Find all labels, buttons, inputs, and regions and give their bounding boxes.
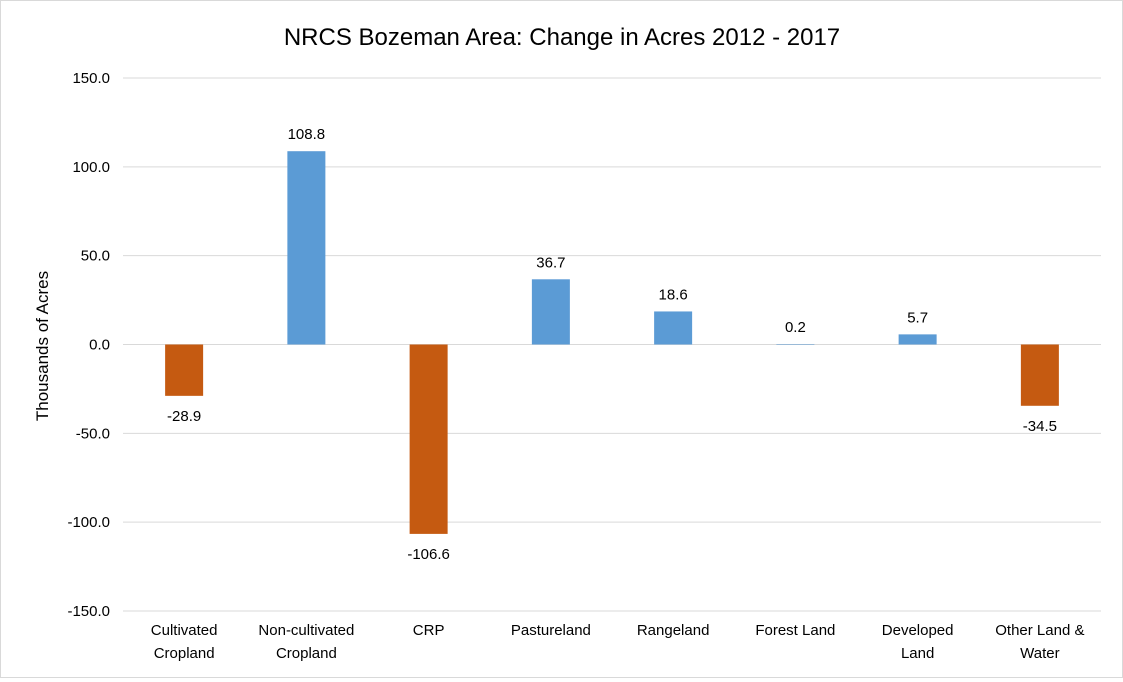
y-tick-label: 150.0 — [72, 70, 110, 87]
x-category-label: Forest Land — [755, 622, 835, 639]
x-category-label: Pastureland — [511, 622, 591, 639]
data-label: -28.9 — [167, 408, 201, 425]
y-tick-label: -150.0 — [67, 603, 110, 620]
data-label: 18.6 — [659, 286, 688, 303]
y-tick-label: 0.0 — [89, 337, 110, 354]
bar — [654, 311, 693, 345]
y-tick-label: 50.0 — [81, 248, 110, 265]
y-tick-label: -50.0 — [76, 425, 110, 442]
gridlines — [123, 77, 1101, 612]
x-category-label: Cropland — [276, 645, 337, 662]
bar — [776, 344, 815, 345]
x-category-label: Developed — [882, 622, 954, 639]
data-label: -106.6 — [407, 546, 450, 563]
chart-title: NRCS Bozeman Area: Change in Acres 2012 … — [284, 24, 840, 51]
bar — [1020, 344, 1059, 406]
bar — [165, 344, 204, 396]
data-label: 108.8 — [288, 126, 326, 143]
x-category-label: Rangeland — [637, 622, 710, 639]
x-category-label: Cropland — [154, 645, 215, 662]
x-axis-categories: Cultivated Cropland Non-cultivated Cropland… — [151, 622, 1085, 662]
bar — [409, 344, 448, 534]
y-tick-label: -100.0 — [67, 514, 110, 531]
data-label: -34.5 — [1023, 418, 1057, 435]
x-category-label: Land — [901, 645, 934, 662]
data-label: 5.7 — [907, 309, 928, 326]
data-label: 36.7 — [536, 254, 565, 271]
y-axis-ticks: 150.0 100.0 50.0 0.0 -50.0 -100.0 -150.0 — [67, 70, 110, 620]
x-category-label: Cultivated — [151, 622, 218, 639]
y-tick-label: 100.0 — [72, 159, 110, 176]
bar — [898, 334, 937, 345]
bars — [165, 151, 1059, 534]
bar — [531, 279, 570, 345]
x-category-label: Other Land & — [995, 622, 1084, 639]
x-category-label: CRP — [413, 622, 445, 639]
data-label: 0.2 — [785, 319, 806, 336]
x-category-label: Water — [1020, 645, 1059, 662]
data-labels: -28.9 108.8 -106.6 36.7 18.6 0.2 5.7 -34.5 — [167, 126, 1057, 563]
bar — [287, 151, 326, 345]
y-axis-label: Thousands of Acres — [33, 271, 52, 421]
x-category-label: Non-cultivated — [258, 622, 354, 639]
